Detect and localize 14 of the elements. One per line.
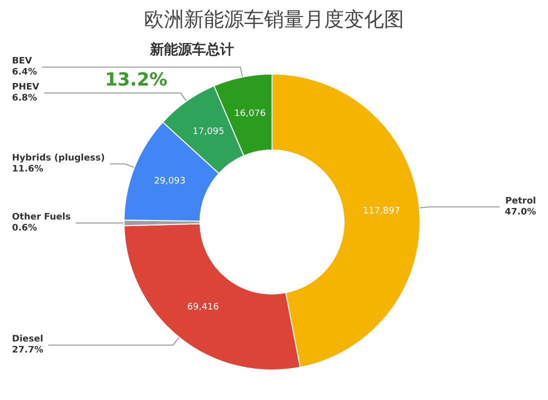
data-label: 69,416 (187, 302, 220, 313)
slice-label: Other Fuels 0.6% (12, 212, 71, 234)
slice-label: Petrol 47.0% (504, 196, 536, 218)
slice-label: Hybrids (plugless) 11.6% (12, 153, 105, 174)
data-label: 117,897 (362, 206, 400, 216)
data-label: 29,093 (154, 176, 186, 187)
text: 13.2% (105, 70, 168, 90)
slice-label: BEV 6.4% (12, 56, 37, 78)
chart-title: 欧洲新能源车销量月度变化图 (144, 7, 404, 31)
slice-label: Diesel 27.7% (12, 334, 44, 356)
slice-label: PHEV 6.8% (12, 82, 40, 104)
data-label: 17,095 (192, 127, 224, 138)
text: 新能源车总计 (149, 41, 234, 58)
data-label: 16,076 (234, 109, 266, 120)
